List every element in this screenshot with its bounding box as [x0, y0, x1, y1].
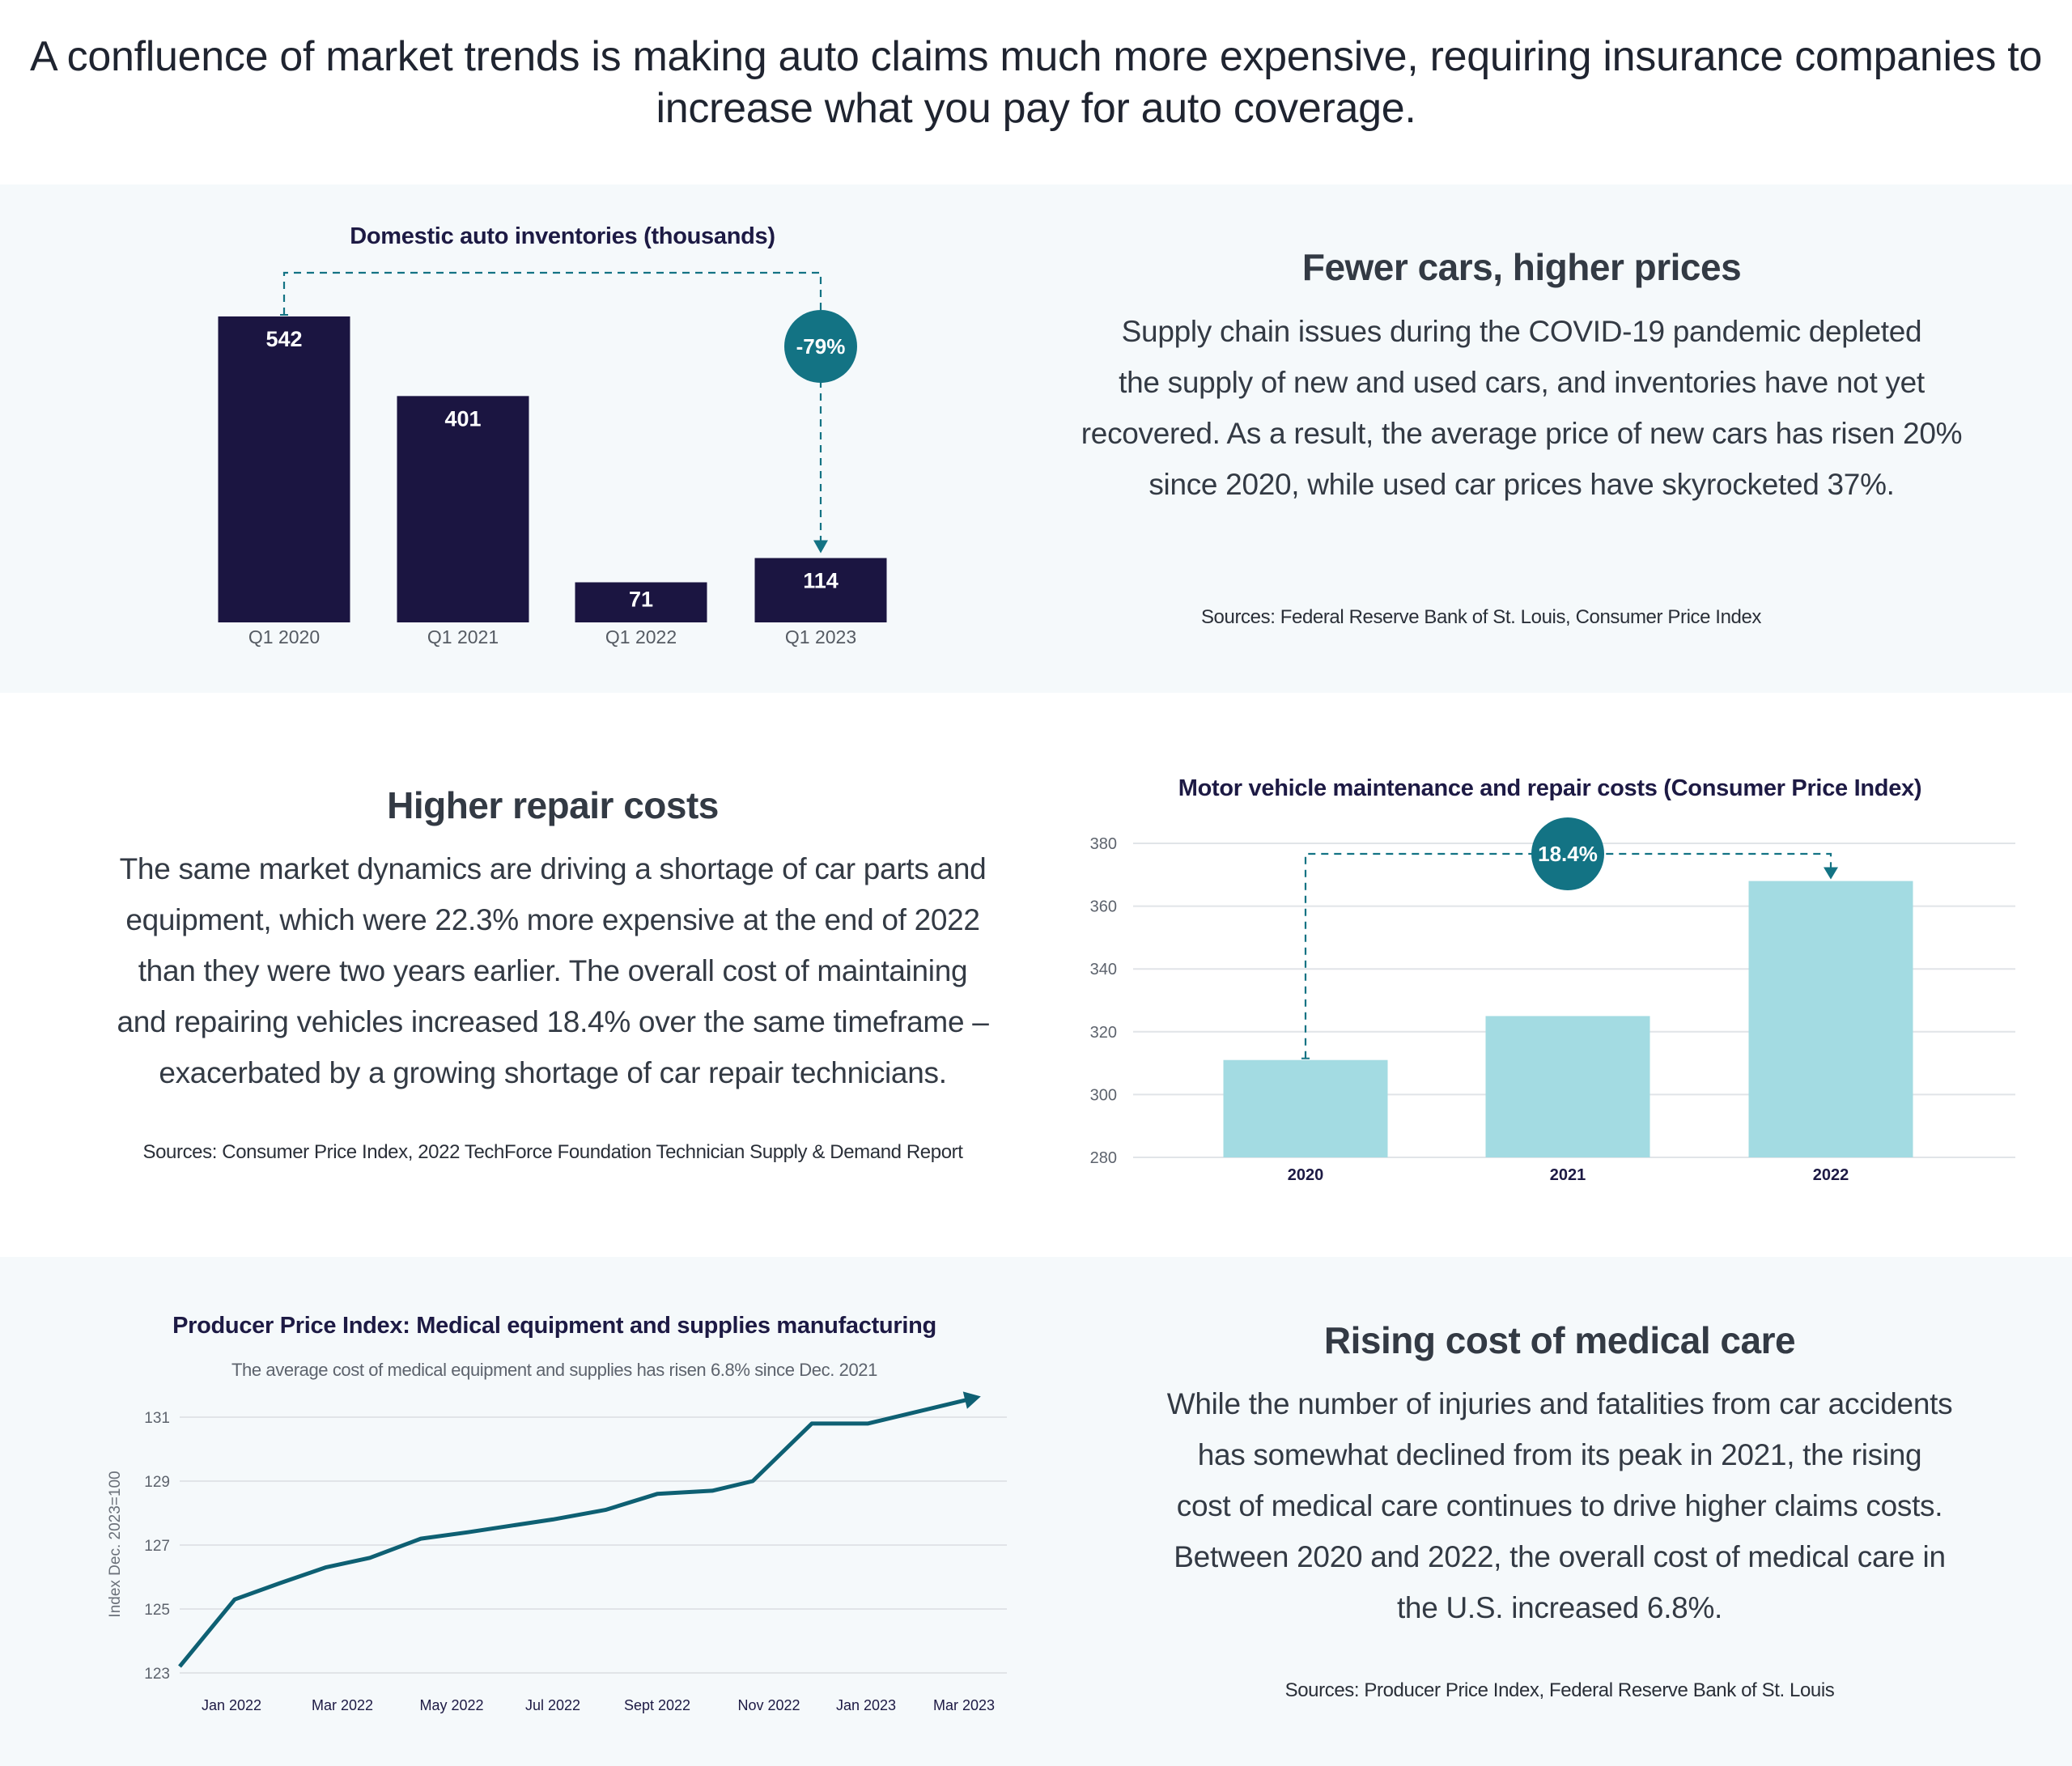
body-line: exacerbated by a growing shortage of car…	[159, 1056, 947, 1089]
bar-value-label: 542	[265, 327, 302, 351]
body-line: has somewhat declined from its peak in 2…	[1197, 1438, 1922, 1471]
bar-value-label: 71	[629, 587, 653, 611]
inventory-chart-title: Domestic auto inventories (thousands)	[350, 223, 775, 249]
section2-body: The same market dynamics are driving a s…	[67, 843, 1038, 1098]
inventory-bar	[397, 396, 529, 622]
inventory-bar	[754, 558, 887, 622]
section2-heading: Higher repair costs	[387, 784, 719, 826]
y-tick-label: 300	[1090, 1086, 1117, 1104]
headline-line-1: A confluence of market trends is making …	[30, 33, 2042, 80]
x-tick-label: 2022	[1813, 1166, 1849, 1184]
inventory-bar-chart: 542 Q1 2020 401 Q1 2021 71 Q1 2022 114 Q1 2023 -…	[218, 271, 887, 647]
y-tick-label: 340	[1090, 961, 1117, 979]
x-tick-label: Mar 2022	[312, 1697, 373, 1713]
ppi-line-chart: 123 125 127 129 131 Index Dec. 2023=100 Jan 20…	[107, 1391, 1007, 1713]
body-line: the supply of new and used cars, and inv…	[1119, 366, 1925, 399]
headline-line-2: increase what you pay for auto coverage.	[656, 85, 1416, 132]
y-tick-label: 280	[1090, 1149, 1117, 1167]
change-badge-label: -79%	[796, 334, 846, 359]
arrow-head	[1824, 867, 1838, 880]
body-line: since 2020, while used car prices have s…	[1149, 468, 1895, 501]
body-line: recovered. As a result, the average pric…	[1081, 417, 1963, 450]
section1-sources: Sources: Federal Reserve Bank of St. Lou…	[1200, 606, 1762, 628]
y-tick-label: 360	[1090, 898, 1117, 916]
body-line: While the number of injuries and fatalit…	[1166, 1387, 1953, 1420]
section1-body: Supply chain issues during the COVID-19 …	[1076, 306, 1967, 510]
y-tick-label: 125	[144, 1602, 170, 1619]
x-tick-label: Jan 2022	[202, 1697, 261, 1713]
repair-bar	[1223, 1059, 1388, 1157]
x-tick-label: Mar 2023	[933, 1697, 995, 1713]
page-headline: A confluence of market trends is making …	[0, 31, 2072, 134]
repair-chart-title: Motor vehicle maintenance and repair cos…	[1178, 775, 1922, 801]
y-tick-label: 320	[1090, 1024, 1117, 1042]
repair-bar	[1748, 881, 1913, 1157]
change-badge	[1531, 817, 1604, 890]
arrow-head	[813, 540, 828, 554]
section3-body: While the number of injuries and fatalit…	[1074, 1378, 2045, 1633]
x-tick-label: 2020	[1288, 1166, 1324, 1184]
y-tick-label: 123	[144, 1666, 170, 1683]
section-band-3	[0, 1257, 2072, 1766]
inventory-bar	[218, 316, 350, 622]
body-line: and repairing vehicles increased 18.4% o…	[117, 1005, 989, 1038]
section1-heading: Fewer cars, higher prices	[1301, 246, 1742, 288]
y-tick-label: 129	[144, 1474, 170, 1491]
line-arrow-head	[962, 1391, 981, 1409]
x-tick-label: Sept 2022	[624, 1697, 690, 1713]
x-tick-label: Q1 2023	[785, 626, 856, 647]
section3-heading: Rising cost of medical care	[1323, 1319, 1796, 1361]
body-line: equipment, which were 22.3% more expensi…	[125, 903, 980, 936]
change-bracket	[282, 271, 822, 541]
change-badge	[784, 310, 857, 383]
body-line: the U.S. increased 6.8%.	[1396, 1591, 1723, 1624]
y-axis-label: Index Dec. 2023=100	[107, 1471, 124, 1617]
change-badge-label: 18.4%	[1538, 842, 1598, 866]
x-tick-label: Q1 2020	[248, 626, 320, 647]
body-line: The same market dynamics are driving a s…	[119, 852, 987, 885]
y-tick-label: 131	[144, 1410, 170, 1427]
x-tick-label: 2021	[1550, 1166, 1586, 1184]
section3-sources: Sources: Producer Price Index, Federal R…	[1284, 1679, 1835, 1701]
body-line: Supply chain issues during the COVID-19 …	[1121, 315, 1922, 348]
repair-bar	[1485, 1016, 1650, 1157]
y-tick-label: 127	[144, 1538, 170, 1555]
body-line: cost of medical care continues to drive …	[1176, 1489, 1943, 1522]
x-tick-label: Q1 2022	[605, 626, 677, 647]
section2-sources: Sources: Consumer Price Index, 2022 Tech…	[142, 1141, 963, 1163]
body-line: Between 2020 and 2022, the overall cost …	[1174, 1540, 1946, 1573]
repair-cost-bar-chart: 280 300 320 340 360 380 2020 2021 2022 18.4%	[1090, 817, 2015, 1184]
y-tick-label: 380	[1090, 835, 1117, 853]
bar-value-label: 401	[444, 406, 481, 431]
inventory-bar	[575, 582, 707, 622]
x-tick-label: Nov 2022	[737, 1697, 800, 1713]
ppi-chart-title: Producer Price Index: Medical equipment …	[172, 1313, 936, 1339]
x-tick-label: May 2022	[419, 1697, 483, 1713]
body-line: than they were two years earlier. The ov…	[138, 954, 968, 987]
x-tick-label: Jan 2023	[836, 1697, 896, 1713]
x-tick-label: Q1 2021	[427, 626, 499, 647]
x-tick-label: Jul 2022	[525, 1697, 580, 1713]
bar-value-label: 114	[803, 568, 839, 592]
ppi-chart-subtitle: The average cost of medical equipment an…	[231, 1360, 877, 1380]
series-line	[178, 1395, 975, 1668]
